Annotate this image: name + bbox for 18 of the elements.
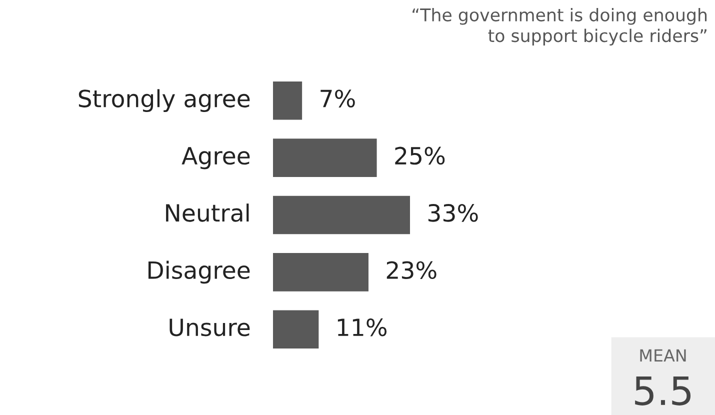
text: MEAN xyxy=(640,349,686,362)
data-label: 7% xyxy=(320,90,355,108)
y-tick-label: Unsure xyxy=(170,318,250,336)
y-tick-label: Neutral xyxy=(166,204,249,222)
data-label: 11% xyxy=(338,318,387,336)
text: “The government is doing enough to support bicycle riders” xyxy=(412,8,707,46)
bar xyxy=(273,81,302,120)
bar xyxy=(273,138,377,177)
y-tick-label: Disagree xyxy=(148,260,250,284)
bar xyxy=(273,196,410,234)
data-label: 33% xyxy=(428,204,478,222)
y-tick-label: Strongly agree xyxy=(78,89,250,112)
bar xyxy=(273,310,319,349)
bar xyxy=(273,253,368,292)
data-label: 23% xyxy=(386,261,436,280)
y-tick-label: Agree xyxy=(182,147,250,170)
data-label: 25% xyxy=(395,146,445,165)
text: 5.5 xyxy=(635,376,691,406)
